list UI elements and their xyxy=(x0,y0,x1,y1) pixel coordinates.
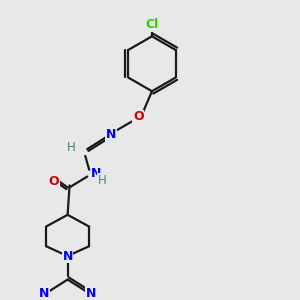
Text: H: H xyxy=(98,174,106,187)
Text: O: O xyxy=(49,175,59,188)
Text: H: H xyxy=(67,141,76,154)
Text: N: N xyxy=(106,128,116,141)
Text: N: N xyxy=(91,167,101,180)
Text: N: N xyxy=(86,287,96,300)
Text: N: N xyxy=(39,287,49,300)
Text: N: N xyxy=(62,250,73,262)
Text: O: O xyxy=(133,110,143,123)
Text: Cl: Cl xyxy=(145,18,159,31)
